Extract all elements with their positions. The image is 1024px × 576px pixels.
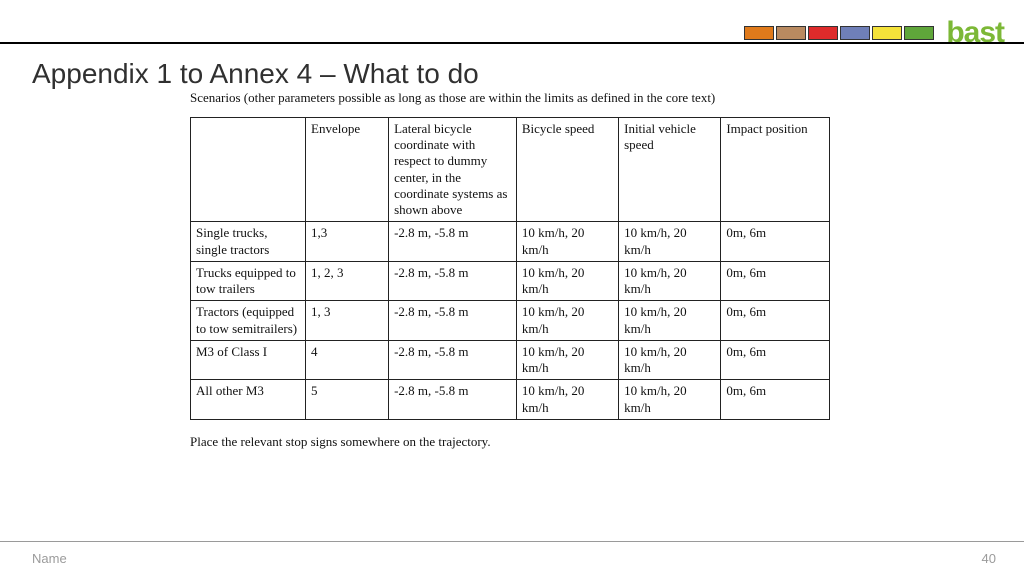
table-cell: -2.8 m, -5.8 m [389, 301, 517, 341]
color-chip [776, 26, 806, 40]
table-cell: 10 km/h, 20 km/h [516, 380, 618, 420]
color-chips [744, 26, 934, 40]
table-cell: 0m, 6m [721, 222, 830, 262]
table-cell: Single trucks, single tractors [191, 222, 306, 262]
table-cell: -2.8 m, -5.8 m [389, 261, 517, 301]
table-cell: 10 km/h, 20 km/h [619, 380, 721, 420]
table-cell: 5 [306, 380, 389, 420]
color-chip [872, 26, 902, 40]
table-cell: M3 of Class I [191, 340, 306, 380]
table-cell: 10 km/h, 20 km/h [619, 301, 721, 341]
table-cell: 10 km/h, 20 km/h [516, 261, 618, 301]
scenarios-table: EnvelopeLateral bicycle coordinate with … [190, 117, 830, 420]
color-chip [904, 26, 934, 40]
color-chip [744, 26, 774, 40]
content-area: Scenarios (other parameters possible as … [190, 90, 830, 450]
table-cell: -2.8 m, -5.8 m [389, 380, 517, 420]
subtitle: Scenarios (other parameters possible as … [190, 90, 830, 107]
table-cell: 0m, 6m [721, 380, 830, 420]
footnote: Place the relevant stop signs somewhere … [190, 434, 830, 450]
color-chip [840, 26, 870, 40]
table-row: All other M35-2.8 m, -5.8 m10 km/h, 20 k… [191, 380, 830, 420]
table-cell: All other M3 [191, 380, 306, 420]
table-cell: -2.8 m, -5.8 m [389, 222, 517, 262]
table-cell: 4 [306, 340, 389, 380]
table-header-cell: Bicycle speed [516, 117, 618, 222]
color-chip [808, 26, 838, 40]
table-header-cell [191, 117, 306, 222]
table-header-cell: Initial vehicle speed [619, 117, 721, 222]
table-cell: 10 km/h, 20 km/h [516, 301, 618, 341]
table-cell: 10 km/h, 20 km/h [619, 222, 721, 262]
divider-top [0, 42, 1024, 44]
table-row: Tractors (equipped to tow semitrailers)1… [191, 301, 830, 341]
table-row: Single trucks, single tractors1,3-2.8 m,… [191, 222, 830, 262]
table-cell: 0m, 6m [721, 340, 830, 380]
table-row: Trucks equipped to tow trailers1, 2, 3-2… [191, 261, 830, 301]
table-cell: Tractors (equipped to tow semitrailers) [191, 301, 306, 341]
table-header-row: EnvelopeLateral bicycle coordinate with … [191, 117, 830, 222]
table-cell: 1,3 [306, 222, 389, 262]
footer-right: 40 [982, 551, 996, 566]
logo: bast [946, 16, 1004, 50]
footer-left: Name [32, 551, 67, 566]
table-cell: 1, 2, 3 [306, 261, 389, 301]
table-cell: 1, 3 [306, 301, 389, 341]
table-header-cell: Impact position [721, 117, 830, 222]
table-cell: Trucks equipped to tow trailers [191, 261, 306, 301]
table-cell: -2.8 m, -5.8 m [389, 340, 517, 380]
table-cell: 0m, 6m [721, 301, 830, 341]
page-title: Appendix 1 to Annex 4 – What to do [32, 58, 479, 90]
divider-bottom [0, 541, 1024, 542]
table-cell: 10 km/h, 20 km/h [619, 340, 721, 380]
table-header-cell: Envelope [306, 117, 389, 222]
table-header-cell: Lateral bicycle coordinate with respect … [389, 117, 517, 222]
table-cell: 10 km/h, 20 km/h [516, 340, 618, 380]
table-cell: 0m, 6m [721, 261, 830, 301]
table-cell: 10 km/h, 20 km/h [619, 261, 721, 301]
table-cell: 10 km/h, 20 km/h [516, 222, 618, 262]
table-row: M3 of Class I4-2.8 m, -5.8 m10 km/h, 20 … [191, 340, 830, 380]
